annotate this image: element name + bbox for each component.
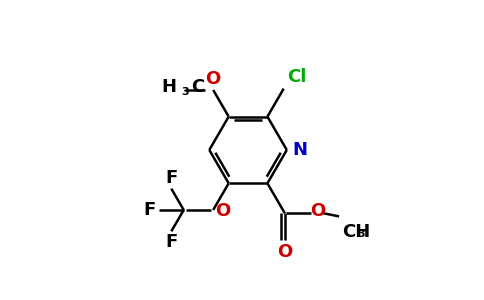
Text: F: F [165, 233, 178, 251]
Text: H: H [162, 78, 177, 96]
Text: O: O [310, 202, 325, 220]
Text: N: N [292, 141, 307, 159]
Text: F: F [144, 201, 156, 219]
Text: CH: CH [342, 223, 370, 241]
Text: F: F [165, 169, 178, 187]
Text: O: O [215, 202, 230, 220]
Text: C: C [191, 78, 204, 96]
Text: 3: 3 [358, 229, 365, 239]
Text: Cl: Cl [287, 68, 306, 85]
Text: O: O [206, 70, 221, 88]
Text: 3: 3 [182, 87, 189, 97]
Text: O: O [277, 243, 292, 261]
